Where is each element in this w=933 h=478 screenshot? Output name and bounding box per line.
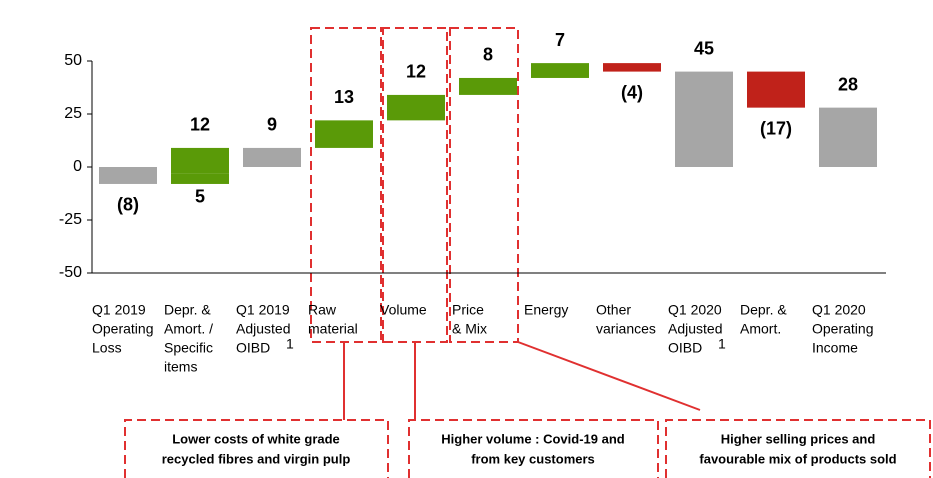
x-tick-label: Depr. & (740, 302, 787, 318)
x-tick-label: Operating (92, 321, 153, 337)
y-tick-label: -50 (59, 264, 82, 281)
x-tick-label: Amort. / (164, 321, 213, 337)
x-tick-label: Adjusted (236, 321, 290, 337)
x-tick-label: Raw (308, 302, 337, 318)
callout-box (665, 419, 931, 478)
value-label: 12 (406, 62, 426, 82)
annotation: Lower costs of white grade (172, 431, 340, 446)
x-tick-label: Q1 2019 (236, 302, 290, 318)
annotation: Higher selling prices and (721, 431, 876, 446)
highlight-boxes (124, 27, 931, 478)
x-tick-label: OIBD (668, 340, 702, 356)
bar (171, 173, 229, 184)
x-tick-label: material (308, 321, 358, 337)
x-tick-label: Energy (524, 302, 568, 318)
bar (459, 77, 517, 95)
x-tick-label: Loss (92, 340, 122, 356)
bar (747, 71, 805, 108)
value-label: 28 (838, 74, 858, 94)
x-tick-label: Q1 2020 (812, 302, 866, 318)
x-tick-label: Operating (812, 321, 873, 337)
bar (603, 63, 661, 72)
x-tick-label: variances (596, 321, 656, 337)
annotation: from key customers (471, 451, 595, 466)
value-label: (4) (621, 82, 643, 102)
highlight-box (310, 27, 384, 343)
footnote-mark: 1 (286, 336, 294, 352)
value-label: 9 (267, 115, 277, 135)
annotation: Higher volume : Covid-19 and (441, 431, 625, 446)
value-label: (8) (117, 195, 139, 215)
annotation: favourable mix of products sold (699, 451, 896, 466)
callout-box (408, 419, 659, 478)
bar (675, 71, 733, 167)
value-label: 45 (694, 38, 714, 58)
x-tick-label: Volume (380, 302, 427, 318)
y-tick-label: 50 (64, 52, 82, 69)
bar (171, 147, 229, 174)
x-tick-label: Income (812, 340, 858, 356)
value-label: 8 (483, 45, 493, 65)
bar (99, 167, 157, 184)
value-label: 7 (555, 30, 565, 50)
y-tick-label: 25 (64, 105, 82, 122)
x-tick-label: Adjusted (668, 321, 722, 337)
bar (387, 94, 445, 121)
highlight-box (449, 27, 519, 343)
callout-box (124, 419, 389, 478)
x-tick-label: Q1 2020 (668, 302, 722, 318)
y-tick-label: -25 (59, 211, 82, 228)
value-label: 12 (190, 115, 210, 135)
x-tick-label: Other (596, 302, 631, 318)
x-tick-label: Specific (164, 340, 213, 356)
x-tick-label: Price (452, 302, 484, 318)
x-tick-label: OIBD (236, 340, 270, 356)
x-tick-label: & Mix (452, 321, 487, 337)
y-tick-label: 0 (73, 158, 82, 175)
bar (315, 120, 373, 148)
x-tick-label: Q1 2019 (92, 302, 146, 318)
value-label: 13 (334, 87, 354, 107)
annotation: recycled fibres and virgin pulp (162, 451, 351, 466)
x-tick-label: items (164, 359, 197, 375)
bar (819, 107, 877, 167)
bar (531, 63, 589, 78)
value-label: (17) (760, 118, 792, 138)
bar (243, 147, 301, 167)
x-tick-label: Depr. & (164, 302, 211, 318)
connector (517, 341, 701, 411)
footnote-mark: 1 (718, 336, 726, 352)
value-label: 5 (195, 187, 205, 207)
x-tick-label: Amort. (740, 321, 781, 337)
